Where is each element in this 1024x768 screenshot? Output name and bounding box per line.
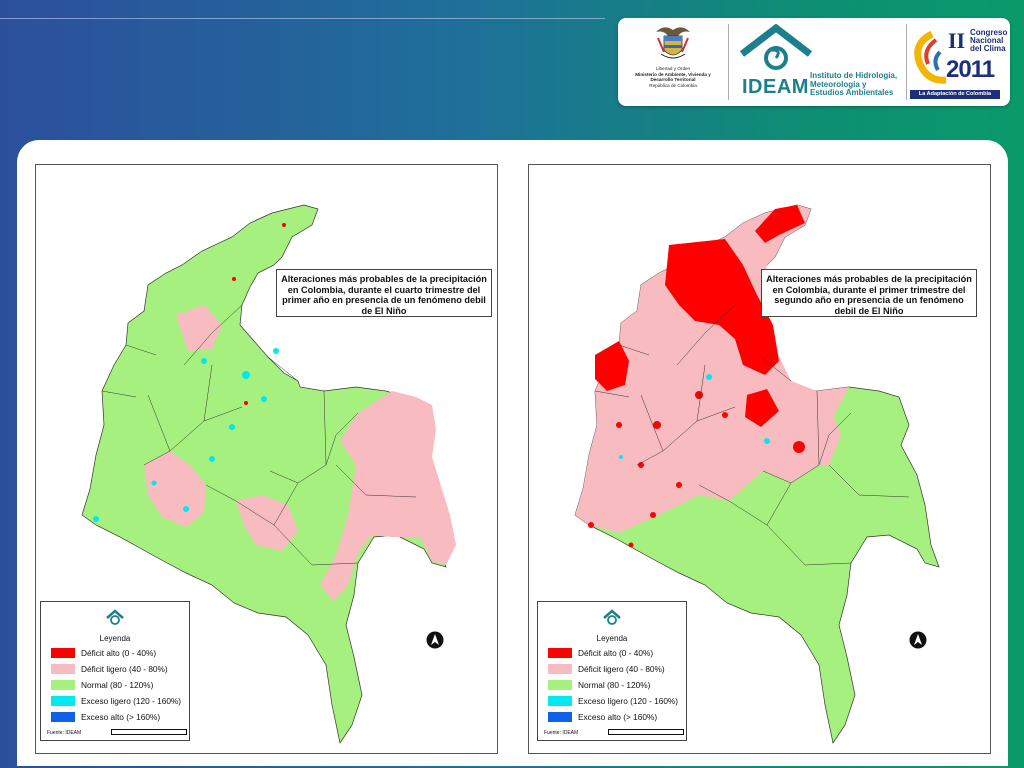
logo-separator — [906, 24, 907, 100]
north-arrow-icon — [426, 631, 444, 649]
department-borders — [594, 304, 910, 566]
deficit-alto-spots — [232, 223, 286, 405]
congreso-tagline: La Adaptación de Colombia — [910, 90, 1000, 99]
map-right: Alteraciones más probables de la precipi… — [528, 164, 991, 754]
legend-label: Exceso alto (> 160%) — [578, 712, 658, 722]
ministry-motto: Libertad y Orden — [655, 66, 691, 71]
ideam-small-icon — [106, 609, 124, 625]
legend-label: Exceso ligero (120 - 160%) — [578, 696, 679, 706]
legend-right: Leyenda Déficit alto (0 - 40%) Déficit l… — [537, 601, 687, 741]
congreso-name: Congreso Nacional del Clima — [970, 29, 1007, 53]
ministry-logo: Libertad y Orden Ministerio de Ambiente,… — [626, 22, 720, 102]
logo-separator — [728, 24, 729, 100]
legend-item-deficit-alto: Déficit alto (0 - 40%) — [51, 648, 156, 659]
coat-of-arms-icon — [652, 22, 694, 64]
colombia-shape — [81, 204, 447, 744]
legend-label: Déficit ligero (40 - 80%) — [81, 664, 168, 674]
deficit-ligero-north — [176, 305, 222, 351]
content-panel: Alteraciones más probables de la precipi… — [17, 140, 1008, 766]
deficit-alto-regions — [588, 205, 805, 548]
legend-label: Déficit ligero (40 - 80%) — [578, 664, 665, 674]
deficit-ligero-region — [575, 205, 849, 533]
ideam-logo: IDEAM Instituto de Hidrología, Meteorolo… — [736, 24, 906, 100]
legend-label: Déficit alto (0 - 40%) — [578, 648, 654, 658]
legend-label: Exceso ligero (120 - 160%) — [81, 696, 182, 706]
legend-item-deficit-ligero: Déficit ligero (40 - 80%) — [51, 664, 168, 675]
legend-item-deficit-alto: Déficit alto (0 - 40%) — [548, 648, 653, 659]
map-title-left: Alteraciones más probables de la precipi… — [276, 269, 492, 317]
congreso-line3: del Clima — [970, 44, 1006, 53]
congreso-logo: II Congreso Nacional del Clima 2011 La A… — [908, 24, 1007, 100]
ideam-acronym: IDEAM — [742, 76, 809, 98]
legend-title: Leyenda — [596, 634, 628, 643]
exceso-ligero-spots — [619, 374, 770, 459]
north-arrow-icon — [909, 631, 927, 649]
legend-item-exceso-alto: Exceso alto (> 160%) — [548, 712, 657, 723]
scale-bar — [111, 729, 187, 735]
logo-banner: Libertad y Orden Ministerio de Ambiente,… — [618, 18, 1010, 106]
congreso-year: 2011 — [946, 56, 995, 83]
ministry-name: Ministerio de Ambiente, Vivienda y Desar… — [635, 71, 711, 83]
deficit-ligero-west — [144, 451, 206, 527]
legend-label: Déficit alto (0 - 40%) — [81, 648, 157, 658]
legend-left: Leyenda Déficit alto (0 - 40%) Déficit l… — [40, 601, 190, 741]
legend-item-exceso-ligero: Exceso ligero (120 - 160%) — [548, 696, 678, 707]
congreso-swirl-icon — [914, 30, 947, 84]
legend-source: Fuente: IDEAM — [544, 730, 579, 736]
colombia-map-right — [574, 204, 940, 744]
legend-title: Leyenda — [99, 634, 131, 643]
legend-item-exceso-alto: Exceso alto (> 160%) — [51, 712, 160, 723]
congreso-numeral: II — [948, 28, 966, 53]
legend-label: Normal (80 - 120%) — [578, 680, 651, 690]
legend-label: Exceso alto (> 160%) — [81, 712, 161, 722]
legend-item-normal: Normal (80 - 120%) — [548, 680, 650, 691]
legend-item-deficit-ligero: Déficit ligero (40 - 80%) — [548, 664, 665, 675]
congreso-line2: Nacional — [970, 36, 1004, 45]
deficit-ligero-south — [236, 495, 298, 551]
scale-bar — [608, 729, 684, 735]
map-left: Alteraciones más probables de la precipi… — [35, 164, 498, 754]
legend-source: Fuente: IDEAM — [47, 730, 82, 736]
colombia-map-left — [81, 204, 456, 744]
legend-label: Normal (80 - 120%) — [81, 680, 154, 690]
department-borders — [101, 304, 417, 566]
legend-item-exceso-ligero: Exceso ligero (120 - 160%) — [51, 696, 181, 707]
exceso-ligero-spots — [93, 348, 279, 522]
map-title-right: Alteraciones más probables de la precipi… — [761, 269, 977, 317]
congreso-line1: Congreso — [970, 28, 1008, 37]
legend-item-normal: Normal (80 - 120%) — [51, 680, 153, 691]
ideam-full-name: Instituto de Hidrología, Meteorología y … — [810, 71, 898, 97]
header-divider-line — [0, 18, 605, 19]
ideam-house-icon — [739, 24, 813, 70]
ministry-country: República de Colombia — [649, 82, 697, 88]
ideam-small-icon — [603, 609, 621, 625]
